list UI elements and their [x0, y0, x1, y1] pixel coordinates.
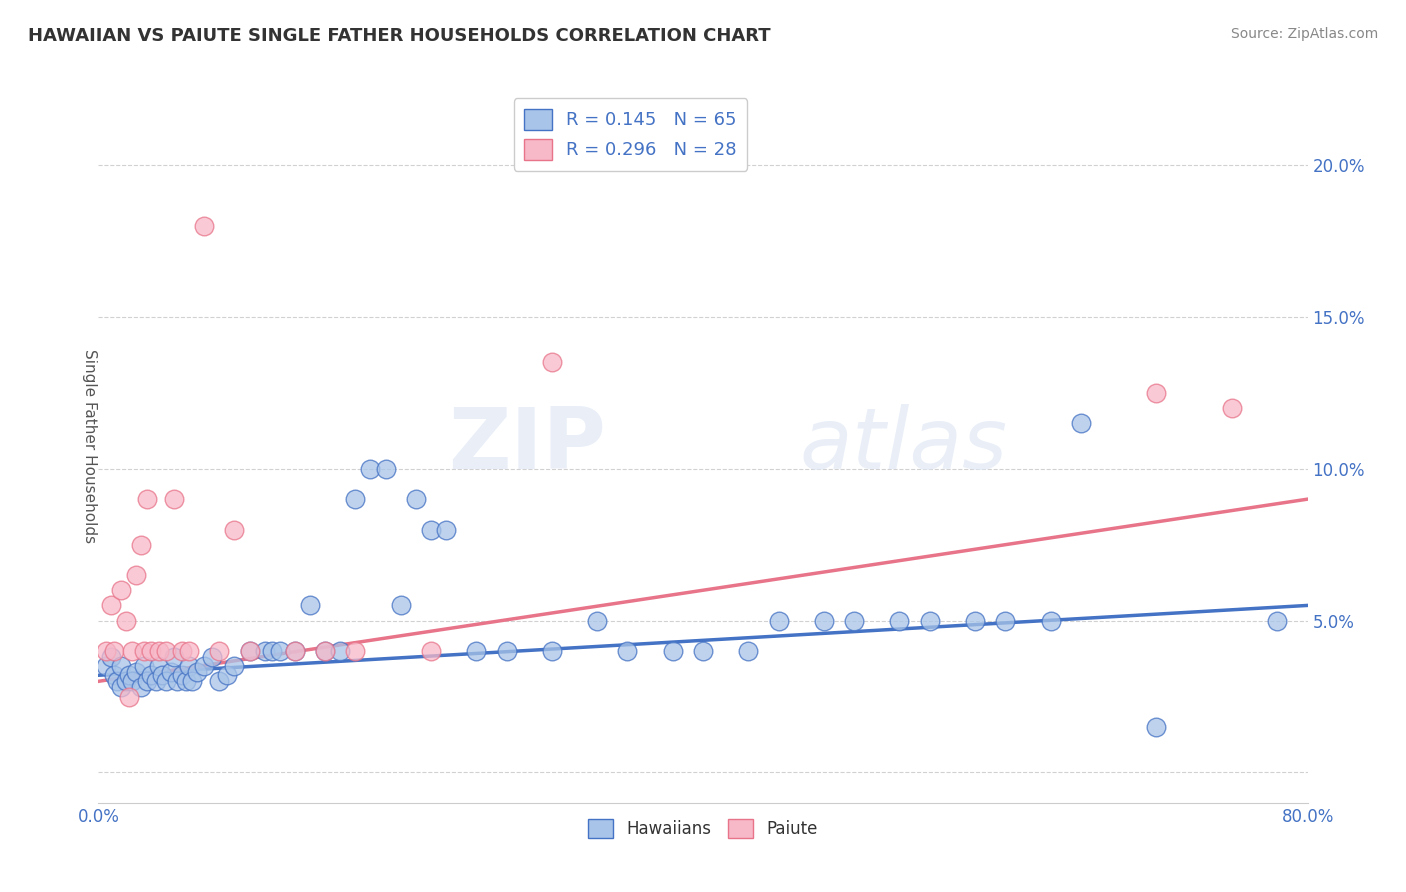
- Point: [150, 668, 173, 682]
- Point: [179, 644, 201, 658]
- Point: [110, 681, 132, 695]
- Point: [129, 681, 152, 695]
- Point: [1220, 401, 1243, 415]
- Point: [170, 668, 193, 682]
- Point: [889, 614, 911, 628]
- Point: [163, 650, 186, 665]
- Point: [1144, 720, 1167, 734]
- Point: [193, 659, 215, 673]
- Point: [201, 650, 224, 665]
- Point: [994, 614, 1017, 628]
- Point: [94, 659, 117, 673]
- Point: [586, 614, 609, 628]
- Point: [314, 644, 336, 658]
- Point: [918, 614, 941, 628]
- Point: [179, 659, 201, 673]
- Point: [844, 614, 866, 628]
- Point: [170, 644, 193, 658]
- Point: [344, 492, 367, 507]
- Point: [1070, 416, 1092, 430]
- Point: [135, 492, 157, 507]
- Point: [141, 644, 163, 658]
- Point: [193, 219, 215, 233]
- Point: [208, 674, 231, 689]
- Legend: Hawaiians, Paiute: Hawaiians, Paiute: [582, 812, 824, 845]
- Point: [132, 644, 155, 658]
- Point: [121, 674, 143, 689]
- Point: [160, 665, 183, 680]
- Point: [148, 659, 170, 673]
- Point: [100, 650, 122, 665]
- Point: [374, 462, 396, 476]
- Point: [132, 659, 155, 673]
- Point: [94, 644, 117, 658]
- Point: [174, 674, 197, 689]
- Point: [148, 644, 170, 658]
- Point: [1039, 614, 1062, 628]
- Point: [737, 644, 759, 658]
- Text: ZIP: ZIP: [449, 404, 606, 488]
- Point: [100, 599, 122, 613]
- Point: [215, 668, 238, 682]
- Point: [420, 523, 443, 537]
- Point: [495, 644, 517, 658]
- Point: [965, 614, 987, 628]
- Point: [389, 599, 412, 613]
- Point: [103, 644, 125, 658]
- Point: [145, 674, 167, 689]
- Y-axis label: Single Father Households: Single Father Households: [82, 349, 97, 543]
- Point: [284, 644, 307, 658]
- Point: [224, 659, 246, 673]
- Point: [540, 355, 562, 369]
- Point: [420, 644, 443, 658]
- Point: [1144, 385, 1167, 400]
- Point: [155, 674, 177, 689]
- Point: [121, 644, 143, 658]
- Point: [768, 614, 790, 628]
- Point: [284, 644, 307, 658]
- Point: [118, 690, 141, 704]
- Point: [253, 644, 276, 658]
- Point: [465, 644, 488, 658]
- Point: [129, 538, 152, 552]
- Point: [125, 665, 148, 680]
- Point: [269, 644, 291, 658]
- Point: [813, 614, 835, 628]
- Text: HAWAIIAN VS PAIUTE SINGLE FATHER HOUSEHOLDS CORRELATION CHART: HAWAIIAN VS PAIUTE SINGLE FATHER HOUSEHO…: [28, 27, 770, 45]
- Point: [329, 644, 352, 658]
- Point: [181, 674, 204, 689]
- Point: [141, 668, 163, 682]
- Point: [661, 644, 683, 658]
- Point: [186, 665, 208, 680]
- Point: [1267, 614, 1289, 628]
- Point: [135, 674, 157, 689]
- Point: [114, 614, 136, 628]
- Text: Source: ZipAtlas.com: Source: ZipAtlas.com: [1230, 27, 1378, 41]
- Point: [239, 644, 262, 658]
- Point: [125, 568, 148, 582]
- Point: [118, 668, 141, 682]
- Point: [114, 674, 136, 689]
- Point: [344, 644, 367, 658]
- Point: [360, 462, 382, 476]
- Point: [540, 644, 562, 658]
- Point: [434, 523, 457, 537]
- Point: [224, 523, 246, 537]
- Point: [405, 492, 427, 507]
- Point: [299, 599, 322, 613]
- Point: [110, 583, 132, 598]
- Point: [163, 492, 186, 507]
- Point: [105, 674, 128, 689]
- Point: [166, 674, 188, 689]
- Point: [314, 644, 336, 658]
- Point: [110, 659, 132, 673]
- Point: [239, 644, 262, 658]
- Point: [155, 644, 177, 658]
- Text: atlas: atlas: [800, 404, 1008, 488]
- Point: [692, 644, 714, 658]
- Point: [616, 644, 638, 658]
- Point: [103, 668, 125, 682]
- Point: [208, 644, 231, 658]
- Point: [262, 644, 284, 658]
